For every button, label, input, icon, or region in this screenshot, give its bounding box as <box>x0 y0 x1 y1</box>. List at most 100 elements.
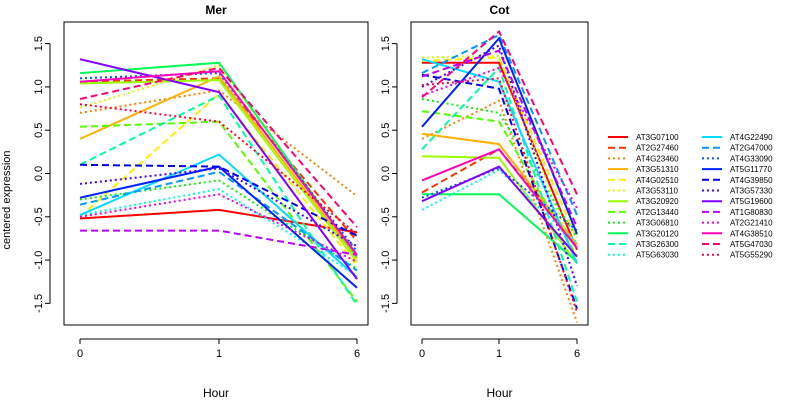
series-line-at5g55290 <box>421 77 578 313</box>
series-line-at4g38510 <box>421 148 578 249</box>
legend-label: AT4G33090 <box>730 154 773 163</box>
legend-item: AT1G80830 <box>702 208 773 217</box>
legend-label: AT2G13440 <box>636 208 679 217</box>
legend-item: AT2G21410 <box>702 219 773 228</box>
legend-label: AT4G02510 <box>636 176 679 185</box>
legend-label: AT4G23460 <box>636 154 679 163</box>
legend-item: AT2G13440 <box>608 208 679 217</box>
legend-item: AT3G06810 <box>608 219 679 228</box>
series-line-at4g39850 <box>421 73 578 309</box>
legend-label: AT5G63030 <box>636 251 679 260</box>
legend-item: AT4G23460 <box>608 154 679 163</box>
legend-item: AT3G07100 <box>608 133 679 142</box>
series-line-at4g33090 <box>79 72 358 253</box>
x-tick-label: 1 <box>496 348 502 360</box>
legend-item: AT3G26300 <box>608 240 679 249</box>
series-line-at3g07100 <box>79 208 358 234</box>
legend-item: AT4G39850 <box>702 176 773 185</box>
series-line-at1g80830 <box>421 49 578 228</box>
legend-item: AT5G11770 <box>702 165 773 174</box>
legend-label: AT3G20920 <box>636 197 679 206</box>
legend-label: AT4G39850 <box>730 176 773 185</box>
y-tick-label: 0.5 <box>380 123 392 138</box>
legend-item: AT2G47000 <box>702 144 773 153</box>
legend-label: AT4G22490 <box>730 133 773 142</box>
y-axis-label: centered expression <box>1 150 13 249</box>
panel-title: Mer <box>205 3 227 17</box>
legend-item: AT4G02510 <box>608 176 679 185</box>
plot-frame <box>63 21 369 326</box>
legend-item: AT4G33090 <box>702 154 773 163</box>
x-axis-label: Hour <box>486 386 512 400</box>
legend-label: AT3G26300 <box>636 240 679 249</box>
y-tick-label: 1.0 <box>380 79 392 94</box>
legend-item: AT4G38510 <box>702 229 773 238</box>
panel-cot: Cot -1.5 -1.0 -0.5 0.0 0.5 1.0 1.5 0 1 6 Hour <box>380 3 589 400</box>
series-line-at3g53110 <box>421 54 578 263</box>
legend-label: AT3G57330 <box>730 187 773 196</box>
series-line-at3g57330 <box>79 167 358 248</box>
legend-item: AT5G63030 <box>608 251 679 260</box>
legend-label: AT2G27460 <box>636 144 679 153</box>
legend-item: AT4G22490 <box>702 133 773 142</box>
x-tick-label: 0 <box>77 348 83 360</box>
legend-item: AT5G47030 <box>702 240 773 249</box>
legend-label: AT5G55290 <box>730 251 773 260</box>
series-line-at5g47030 <box>421 29 578 195</box>
legend-item: AT3G51310 <box>608 165 679 174</box>
series-line-at3g20920 <box>79 78 358 263</box>
legend-item: AT5G55290 <box>702 251 773 260</box>
y-tick-label: 1.0 <box>33 79 45 94</box>
series-line-at3g06810 <box>421 98 578 239</box>
legend-label: AT5G19600 <box>730 197 773 206</box>
x-tick-label: 6 <box>574 348 580 360</box>
plot-frame <box>410 21 589 326</box>
legend-label: AT3G07100 <box>636 133 679 142</box>
series-line-at4g22490 <box>421 58 578 264</box>
y-tick-label: -0.5 <box>380 207 392 226</box>
y-tick-label: -1.5 <box>380 294 392 313</box>
series-line-at2g47000 <box>79 170 358 272</box>
series-line-at2g27460 <box>79 77 358 242</box>
x-axis-label: Hour <box>203 386 229 400</box>
y-tick-label: -1.0 <box>33 251 45 270</box>
x-tick-label: 1 <box>216 348 222 360</box>
series-line-at5g55290 <box>79 103 358 235</box>
series-line-at3g20120 <box>422 193 578 263</box>
y-tick-label: -0.5 <box>33 207 45 226</box>
series-line-at2g21410 <box>421 66 578 209</box>
panel-mer: Mer -1.5 -1.0 -0.5 0.0 0.5 1.0 1.5 0 1 6 Hour <box>33 3 369 400</box>
series-line-at2g21410 <box>79 193 358 263</box>
series-line-at4g23460 <box>79 89 358 197</box>
y-tick-label: -1.0 <box>380 251 392 270</box>
legend-label: AT3G20120 <box>636 229 679 238</box>
legend-label: AT5G11770 <box>730 165 773 174</box>
series-line-at4g38510 <box>79 70 358 256</box>
series-line-at2g47000 <box>421 33 578 216</box>
legend-label: AT1G80830 <box>730 208 773 217</box>
legend-label: AT5G47030 <box>730 240 773 249</box>
series-line-at4g02510 <box>79 92 358 266</box>
y-tick-label: 1.5 <box>33 36 45 51</box>
y-tick-label: 1.5 <box>380 36 392 51</box>
series-line-at5g19600 <box>421 165 578 258</box>
series-line-at5g19600 <box>79 58 358 280</box>
y-tick-label: -1.5 <box>33 294 45 313</box>
legend-item: AT3G20120 <box>608 229 679 238</box>
series-line-at2g13440 <box>421 110 578 258</box>
y-tick-label: 0.0 <box>33 166 45 181</box>
legend-label: AT3G53110 <box>636 187 679 196</box>
x-tick-label: 6 <box>354 348 360 360</box>
series-line-at3g53110 <box>79 64 358 257</box>
series-line-at4g39850 <box>79 163 358 237</box>
legend-label: AT2G47000 <box>730 144 773 153</box>
series-line-at5g11770 <box>79 165 358 289</box>
series-line-at2g13440 <box>79 120 358 303</box>
series-line-at3g20920 <box>421 155 578 265</box>
legend-item: AT3G20920 <box>608 197 679 206</box>
series-line-at3g57330 <box>421 43 578 287</box>
series-line-at3g51310 <box>79 75 358 259</box>
series-line-at4g23460 <box>421 99 578 323</box>
legend-label: AT2G21410 <box>730 219 773 228</box>
